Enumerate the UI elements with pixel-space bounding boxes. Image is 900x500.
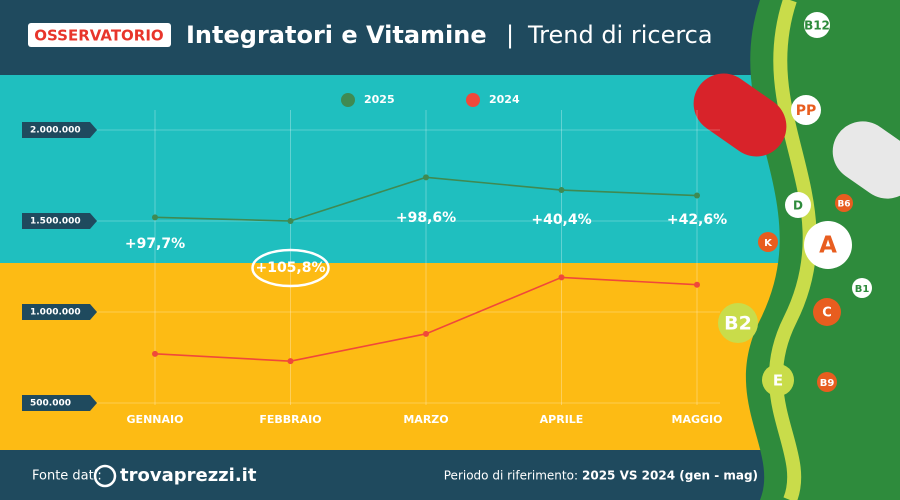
y-tick-label: 500.000: [30, 399, 71, 409]
badge-box: [28, 23, 171, 47]
legend-swatch: [466, 93, 480, 107]
vitamin-badge: [758, 232, 778, 252]
vitamin-label: C: [822, 306, 832, 321]
vitamin-label: PP: [796, 103, 817, 119]
point: [287, 218, 294, 224]
growth-annotation: +98,6%: [396, 210, 456, 226]
vitamin-badge: [804, 221, 852, 269]
x-tick-label: APRILE: [540, 413, 584, 426]
vitamin-label: B6: [837, 200, 850, 210]
vitamin-badge: [718, 303, 758, 343]
vitamin-badge: [835, 194, 853, 212]
legend-swatch: [341, 93, 355, 107]
y-tick-label: 1.500.000: [30, 217, 81, 227]
point: [152, 214, 158, 221]
period: 2025 VS 2024 (gen - mag): [582, 469, 758, 483]
growth-annotation: +40,4%: [531, 212, 591, 228]
point: [558, 274, 565, 281]
vitamin-label: E: [773, 372, 783, 390]
vitamin-badge: [852, 278, 872, 298]
vitamin-badge: [813, 298, 841, 326]
x-tick-label: MAGGIO: [672, 413, 723, 426]
vitamin-label: B1: [855, 284, 870, 295]
separator: |: [506, 21, 514, 49]
vitamin-label: K: [764, 238, 773, 249]
point: [694, 192, 700, 199]
point: [423, 174, 429, 181]
vitamin-label: B9: [820, 378, 835, 389]
y-tick-tag: [22, 122, 97, 138]
vitamin-label: A: [819, 233, 837, 259]
vitamin-badge: [785, 192, 811, 218]
title: Integratori e Vitamine: [186, 21, 487, 49]
y-tick-tag: [22, 304, 97, 320]
vitamin-badge: [791, 95, 821, 125]
footer-band: [0, 450, 900, 500]
period-label: Periodo di riferimento:: [444, 469, 578, 483]
x-tick-label: MARZO: [403, 413, 448, 426]
point: [423, 330, 429, 337]
vitamin-badge: [804, 12, 830, 38]
stream-ribbon: [768, 0, 817, 500]
vitamin-label: B2: [724, 313, 752, 335]
growth-annotation: +105,8%: [255, 260, 325, 276]
vitamin-label: B12: [804, 19, 830, 33]
logo-icon: [93, 464, 117, 488]
vitamin-badge: [762, 364, 794, 396]
capsule-red: [693, 73, 787, 157]
point: [152, 350, 158, 357]
y-tick-label: 1.000.000: [30, 308, 81, 318]
point: [558, 187, 565, 194]
x-tick-label: GENNAIO: [127, 413, 184, 426]
y-tick-tag: [22, 395, 97, 411]
subtitle: Trend di ricerca: [527, 21, 713, 49]
capsule-white: [832, 121, 900, 199]
vitamin-label: D: [793, 199, 803, 213]
vitamin-badge: [817, 372, 837, 392]
growth-annotation: +42,6%: [667, 212, 727, 228]
source: trovaprezzi.it: [120, 465, 257, 486]
source-label: Fonte dati:: [32, 469, 102, 484]
growth-annotation: +97,7%: [125, 236, 185, 252]
point: [287, 358, 294, 365]
legend-label: 2025: [364, 93, 395, 106]
annotation-circle: [251, 248, 330, 288]
point: [694, 281, 700, 288]
x-tick-label: FEBBRAIO: [259, 413, 321, 426]
y-tick-tag: [22, 213, 97, 229]
legend-label: 2024: [489, 93, 520, 106]
badge: OSSERVATORIO: [34, 27, 163, 45]
y-tick-label: 2.000.000: [30, 126, 81, 136]
